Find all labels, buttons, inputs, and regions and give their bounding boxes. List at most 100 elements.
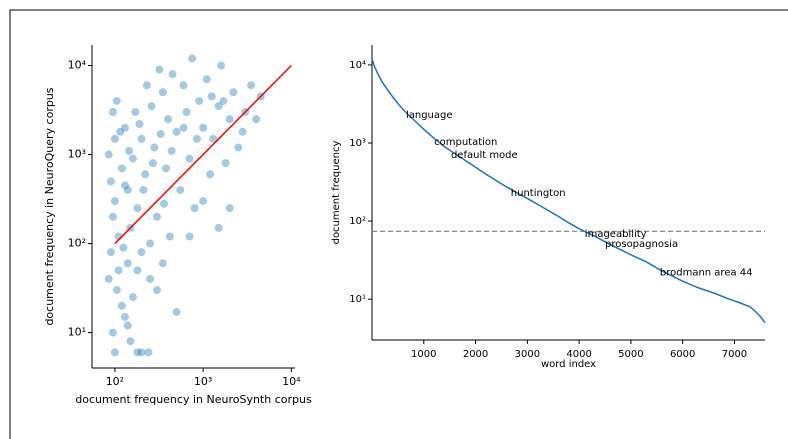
point <box>150 143 159 152</box>
annotation: brodmann area 44 <box>660 267 753 278</box>
point <box>172 127 181 136</box>
y-tick-label: 10⁴ <box>349 60 366 71</box>
point <box>155 65 164 74</box>
point <box>137 348 146 357</box>
point <box>199 123 208 132</box>
point <box>112 286 121 295</box>
point <box>135 120 144 129</box>
point <box>133 204 142 213</box>
point <box>131 108 140 117</box>
x-tick-label: 7000 <box>722 349 747 360</box>
point <box>167 146 176 155</box>
point <box>199 197 208 206</box>
point <box>217 61 226 70</box>
point <box>221 159 230 168</box>
point <box>116 127 125 136</box>
fit-line <box>114 64 292 245</box>
annotation: imageability <box>585 229 647 240</box>
point <box>192 134 201 143</box>
point <box>229 88 238 97</box>
point <box>165 232 174 241</box>
y-axis-label: document frequency <box>331 141 342 245</box>
point <box>146 239 155 248</box>
point <box>206 170 215 179</box>
x-tick-label: 10⁴ <box>282 375 301 388</box>
point <box>214 223 223 232</box>
line <box>371 58 766 324</box>
point <box>158 88 167 97</box>
point <box>120 181 129 190</box>
x-tick-label: 2000 <box>463 349 488 360</box>
point <box>247 81 256 90</box>
point <box>207 92 216 101</box>
point <box>225 115 234 124</box>
point <box>219 96 228 105</box>
point <box>182 108 191 117</box>
point <box>179 81 188 90</box>
point <box>117 164 126 173</box>
point <box>141 170 150 179</box>
x-tick-label: 3000 <box>515 349 540 360</box>
point <box>179 123 188 132</box>
point <box>123 185 132 194</box>
point <box>168 70 177 79</box>
point <box>158 259 167 268</box>
point <box>176 185 185 194</box>
annotation: default mode <box>451 150 518 161</box>
point <box>114 266 123 275</box>
point <box>202 75 211 84</box>
point <box>110 348 119 357</box>
point <box>188 54 197 63</box>
point <box>172 308 181 317</box>
x-tick-label: 10³ <box>194 375 212 388</box>
point <box>156 130 165 139</box>
annotation: language <box>406 110 453 121</box>
point <box>144 348 153 357</box>
point <box>185 232 194 241</box>
point <box>112 96 121 105</box>
point <box>120 312 129 321</box>
point <box>225 204 234 213</box>
point <box>106 177 115 186</box>
x-axis-label: word index <box>541 359 596 370</box>
point <box>209 134 218 143</box>
point <box>128 154 137 163</box>
y-tick-label: 10⁴ <box>68 59 87 72</box>
point <box>106 248 115 257</box>
point <box>147 102 156 111</box>
point <box>195 96 204 105</box>
x-tick-label: 6000 <box>670 349 695 360</box>
point <box>164 115 173 124</box>
point <box>126 337 135 346</box>
point <box>110 134 119 143</box>
point <box>139 185 148 194</box>
point <box>133 266 142 275</box>
point <box>110 197 119 206</box>
point <box>119 243 128 252</box>
point <box>190 204 199 213</box>
x-tick-label: 1000 <box>411 349 436 360</box>
point <box>104 150 113 159</box>
y-tick-label: 10³ <box>68 148 86 161</box>
point <box>133 348 142 357</box>
y-tick-label: 10³ <box>349 138 366 149</box>
point <box>137 134 146 143</box>
point <box>104 274 113 283</box>
annotation: computation <box>434 137 497 148</box>
point <box>142 81 151 90</box>
point <box>108 108 117 117</box>
point <box>234 143 243 152</box>
point <box>120 123 129 132</box>
point <box>252 115 261 124</box>
point <box>159 199 168 208</box>
x-tick-label: 5000 <box>618 349 643 360</box>
point <box>146 274 155 283</box>
annotation: huntington <box>511 188 566 199</box>
point <box>152 212 161 221</box>
point <box>214 102 223 111</box>
point <box>108 328 117 337</box>
x-tick-label: 10² <box>106 375 124 388</box>
point <box>108 212 117 221</box>
